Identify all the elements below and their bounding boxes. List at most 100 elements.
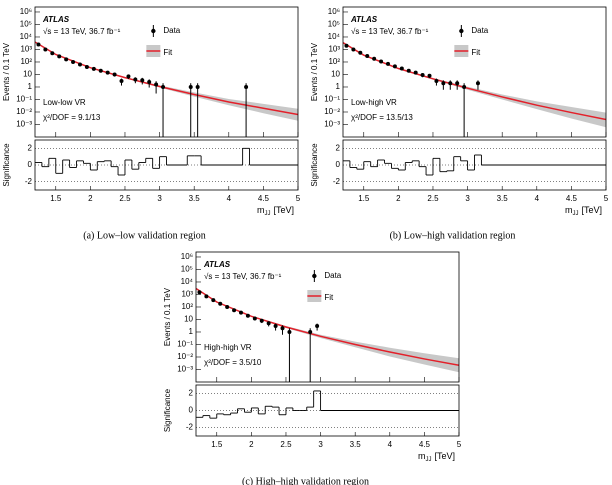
y-tick-label: 10³ bbox=[181, 290, 193, 299]
x-tick-label: 1.5 bbox=[358, 194, 370, 203]
y-tick-label: 10² bbox=[181, 302, 193, 311]
x-label-unit: [TeV] bbox=[434, 451, 455, 461]
legend-data-marker bbox=[151, 28, 156, 34]
data-point bbox=[98, 68, 103, 73]
data-point bbox=[245, 313, 250, 318]
chi2-label: χ²/DOF = 13.5/13 bbox=[351, 113, 413, 122]
y-tick-label: 10⁻² bbox=[177, 352, 193, 361]
main-frame bbox=[34, 6, 299, 138]
x-tick-label: 5 bbox=[604, 194, 609, 203]
x-label-main: m bbox=[257, 205, 265, 215]
x-tick-label: 4 bbox=[227, 194, 232, 203]
legend-label: Data bbox=[324, 271, 341, 280]
data-point bbox=[43, 47, 48, 52]
x-tick-label: 4 bbox=[388, 440, 393, 449]
data-point bbox=[406, 68, 411, 73]
data-point bbox=[91, 66, 96, 71]
legend-label: Data bbox=[471, 26, 488, 35]
x-tick-label: 4.5 bbox=[566, 194, 578, 203]
caption: (c) High–high validation region bbox=[242, 476, 369, 485]
data-point bbox=[392, 64, 397, 69]
data-point bbox=[462, 84, 467, 89]
data-point bbox=[36, 42, 41, 47]
y-tick-label: 10⁵ bbox=[181, 265, 193, 274]
sig-tick-label: 0 bbox=[28, 160, 33, 169]
data-point bbox=[379, 59, 384, 64]
x-tick-label: 2.5 bbox=[280, 440, 292, 449]
data-point bbox=[351, 47, 356, 52]
y-tick-label: 10⁵ bbox=[20, 20, 32, 29]
x-tick-label: 2 bbox=[88, 194, 93, 203]
x-tick-label: 4.5 bbox=[419, 440, 431, 449]
region-label: Low-high VR bbox=[351, 98, 397, 107]
data-point bbox=[105, 70, 110, 75]
energy-lumi: √s = 13 TeV, 36.7 fb⁻¹ bbox=[43, 27, 121, 36]
y-tick-label: 10⁶ bbox=[20, 7, 32, 16]
data-point bbox=[365, 54, 370, 59]
data-point bbox=[50, 51, 55, 56]
y-tick-label: 10 bbox=[184, 315, 193, 324]
data-point bbox=[455, 81, 460, 86]
caption: (b) Low–high validation region bbox=[390, 230, 516, 241]
data-point bbox=[147, 80, 152, 85]
data-point bbox=[287, 329, 292, 334]
data-point bbox=[232, 308, 237, 313]
legend-data-marker bbox=[459, 28, 464, 34]
y-axis-label: Events / 0.1 TeV bbox=[2, 42, 11, 101]
x-tick-label: 3.5 bbox=[350, 440, 362, 449]
x-tick-label: 4 bbox=[535, 194, 540, 203]
data-point bbox=[197, 290, 202, 295]
x-axis-label: mJJ [TeV] bbox=[418, 451, 455, 462]
x-label-sub: JJ bbox=[264, 211, 270, 217]
sig-tick-label: -2 bbox=[333, 177, 341, 186]
x-tick-label: 5 bbox=[457, 440, 462, 449]
y-tick-label: 10⁵ bbox=[328, 20, 340, 29]
sig-tick-label: 0 bbox=[189, 406, 194, 415]
data-point bbox=[188, 84, 193, 89]
y-tick-label: 10⁻³ bbox=[177, 365, 193, 374]
sig-axis-label: Significance bbox=[163, 388, 172, 432]
data-point bbox=[441, 81, 446, 86]
data-point bbox=[84, 64, 89, 69]
data-point bbox=[308, 329, 313, 334]
y-tick-label: 10⁻³ bbox=[16, 120, 32, 129]
data-point bbox=[315, 324, 320, 329]
y-tick-label: 10⁻² bbox=[16, 107, 32, 116]
data-point bbox=[154, 82, 159, 87]
x-tick-label: 2 bbox=[396, 194, 401, 203]
data-point bbox=[204, 294, 209, 299]
data-point bbox=[140, 78, 145, 83]
sig-tick-label: 2 bbox=[336, 143, 341, 152]
caption: (a) Low–low validation region bbox=[83, 230, 205, 241]
sig-axis-label: Significance bbox=[310, 143, 319, 187]
x-label-sub: JJ bbox=[572, 211, 578, 217]
region-label: High-high VR bbox=[204, 343, 252, 352]
data-point bbox=[413, 70, 418, 75]
x-label-main: m bbox=[565, 205, 573, 215]
x-label-sub: JJ bbox=[425, 457, 431, 463]
data-point bbox=[475, 81, 480, 86]
x-tick-label: 3 bbox=[465, 194, 470, 203]
x-tick-label: 3 bbox=[157, 194, 162, 203]
data-point bbox=[344, 43, 349, 48]
data-point bbox=[225, 304, 230, 309]
x-tick-label: 1.5 bbox=[211, 440, 223, 449]
y-tick-label: 1 bbox=[28, 82, 33, 91]
region-label: Low-low VR bbox=[43, 98, 86, 107]
data-point bbox=[358, 50, 363, 55]
data-point bbox=[161, 84, 166, 89]
data-point bbox=[238, 310, 243, 315]
y-tick-label: 10⁴ bbox=[181, 277, 194, 286]
x-tick-label: 4.5 bbox=[258, 194, 270, 203]
main-frame bbox=[195, 251, 460, 383]
y-tick-label: 10³ bbox=[328, 45, 340, 54]
chi2-label: χ²/DOF = 3.5/10 bbox=[204, 358, 262, 367]
data-point bbox=[273, 324, 278, 329]
data-point bbox=[57, 54, 62, 59]
x-tick-label: 3 bbox=[318, 440, 323, 449]
chi2-label: χ²/DOF = 9.1/13 bbox=[43, 113, 101, 122]
data-point bbox=[244, 84, 249, 89]
main-frame bbox=[342, 6, 607, 138]
data-point bbox=[434, 79, 439, 84]
x-tick-label: 3.5 bbox=[189, 194, 201, 203]
